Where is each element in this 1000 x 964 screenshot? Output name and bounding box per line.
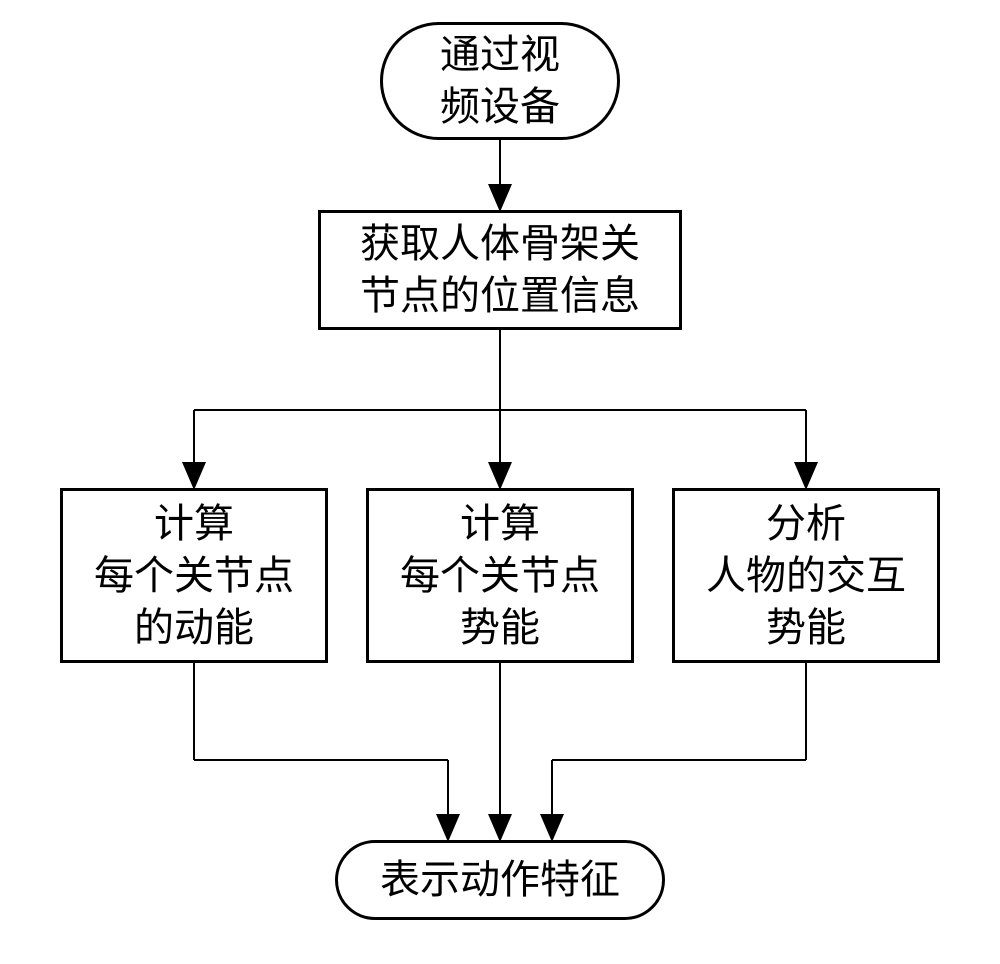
interactive-label: 分析 人物的交互 势能 xyxy=(706,498,906,654)
start-label: 通过视 频设备 xyxy=(440,29,560,133)
interactive-node: 分析 人物的交互 势能 xyxy=(672,488,940,663)
result-node: 表示动作特征 xyxy=(335,840,665,920)
potential-label: 计算 每个关节点 势能 xyxy=(400,498,600,654)
start-node: 通过视 频设备 xyxy=(380,22,620,140)
kinetic-node: 计算 每个关节点 的动能 xyxy=(60,488,328,663)
result-label: 表示动作特征 xyxy=(380,854,620,906)
flowchart-container: 通过视 频设备 获取人体骨架关 节点的位置信息 计算 每个关节点 的动能 计算 … xyxy=(0,0,1000,964)
arrows-layer xyxy=(0,0,1000,964)
potential-node: 计算 每个关节点 势能 xyxy=(366,488,634,663)
acquire-node: 获取人体骨架关 节点的位置信息 xyxy=(318,210,682,330)
acquire-label: 获取人体骨架关 节点的位置信息 xyxy=(360,218,640,322)
kinetic-label: 计算 每个关节点 的动能 xyxy=(94,498,294,654)
